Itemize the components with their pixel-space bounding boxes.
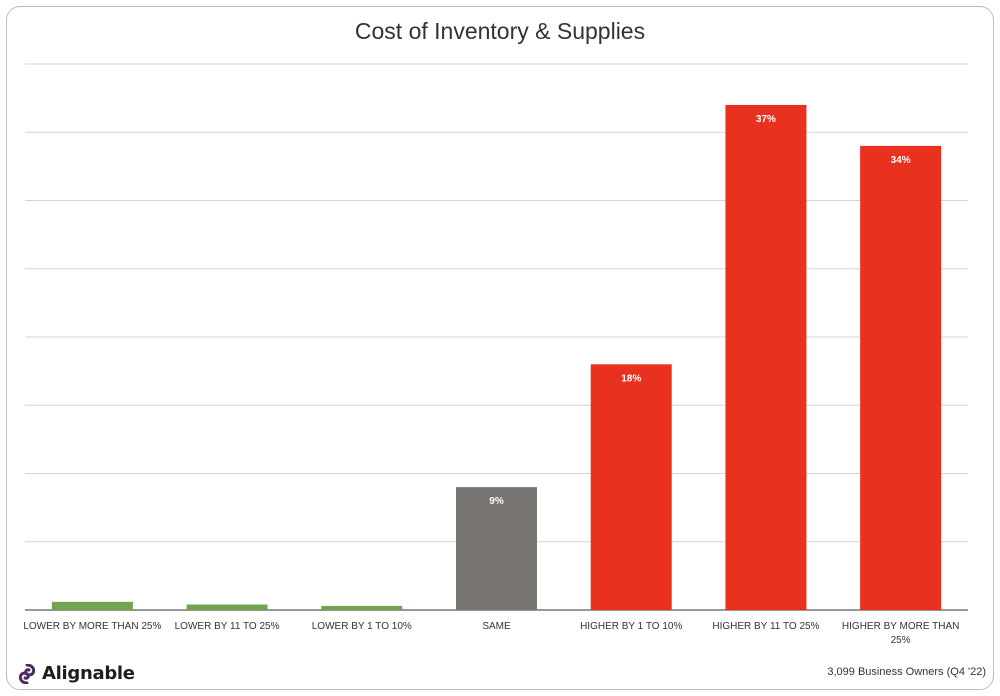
x-tick-label: LOWER BY 11 TO 25% — [175, 621, 280, 632]
x-tick-label: LOWER BY 1 TO 10% — [312, 621, 412, 632]
x-tick-label: HIGHER BY 11 TO 25% — [712, 621, 819, 632]
brand-name: Alignable — [42, 663, 135, 684]
alignable-logo-icon — [18, 663, 36, 684]
x-tick-labels: LOWER BY MORE THAN 25% LOWER BY 11 TO 25%… — [23, 621, 959, 646]
bar — [725, 104, 807, 610]
bar — [590, 364, 672, 610]
chart-title: Cost of Inventory & Supplies — [354, 18, 646, 44]
data-label: 37% — [756, 114, 776, 125]
data-label: 34% — [891, 155, 911, 166]
data-label: 18% — [621, 373, 641, 384]
x-tick-label: HIGHER BY MORE THAN 25% — [842, 621, 959, 646]
data-labels: 9% 18% 37% 34% — [489, 114, 910, 507]
bar — [456, 487, 537, 610]
bar — [51, 601, 133, 610]
bar — [321, 605, 403, 610]
x-tick-label: LOWER BY MORE THAN 25% — [23, 621, 161, 632]
brand-logo: Alignable — [18, 663, 135, 684]
bars — [51, 104, 942, 610]
bar — [186, 604, 268, 610]
footnote: 3,099 Business Owners (Q4 '22) — [827, 666, 986, 678]
x-tick-label: HIGHER BY 1 TO 10% — [580, 621, 682, 632]
x-tick-label: SAME — [482, 621, 511, 632]
bar — [860, 145, 942, 610]
gridlines — [25, 63, 968, 611]
data-label: 9% — [489, 496, 504, 507]
